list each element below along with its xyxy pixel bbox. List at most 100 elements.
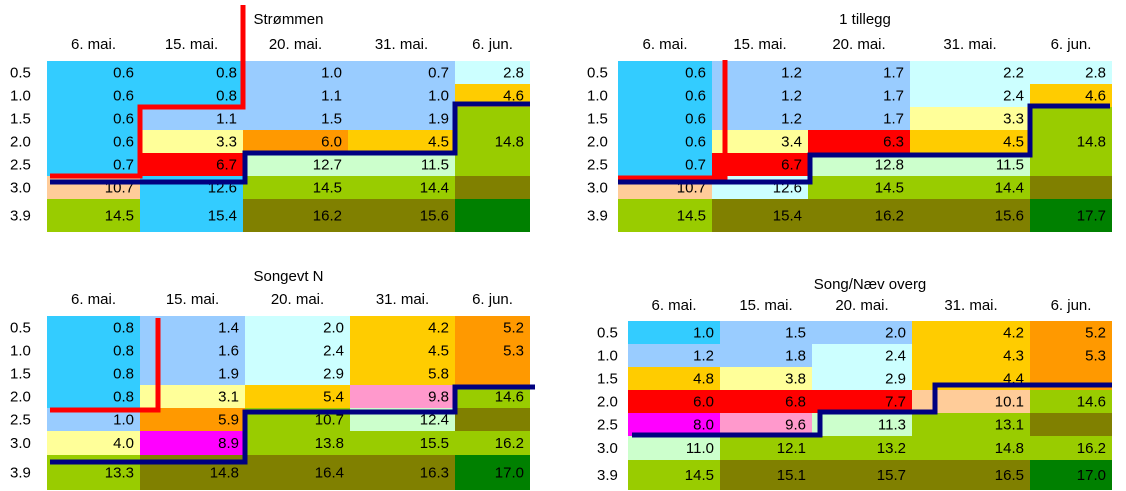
column-header: 15. mai. <box>165 36 218 53</box>
cell-value: 1.6 <box>218 342 239 359</box>
cell <box>243 130 348 153</box>
cell-value: 10.7 <box>315 411 344 428</box>
cell-value: 16.2 <box>875 207 904 224</box>
cell-value: 0.6 <box>113 133 134 150</box>
cell <box>720 460 812 490</box>
cell-value: 9.6 <box>785 416 806 433</box>
blue-line <box>50 101 530 185</box>
cell-value: 1.2 <box>781 87 802 104</box>
cell <box>720 436 812 460</box>
cell <box>618 130 712 153</box>
cell <box>245 339 350 362</box>
cell <box>812 344 912 367</box>
cell <box>140 84 243 107</box>
cell <box>912 321 1030 344</box>
column-header: 15. mai. <box>166 291 219 308</box>
cell-value: 5.3 <box>1085 347 1106 364</box>
cell-value: 11.0 <box>686 440 714 457</box>
cell-value: 1.1 <box>321 87 342 104</box>
cell <box>628 344 720 367</box>
column-header: 6. mai. <box>71 291 116 308</box>
row-label: 2.5 <box>10 156 31 173</box>
panel-title: Songevt N <box>253 268 323 285</box>
cell-value: 0.8 <box>113 342 134 359</box>
cell <box>47 107 140 130</box>
cell-value: 2.4 <box>885 347 906 364</box>
cell <box>812 460 912 490</box>
cell <box>808 199 910 232</box>
cell <box>47 362 140 385</box>
cell-value: 15.5 <box>420 435 449 452</box>
cell <box>243 176 348 199</box>
cell-value: 4.5 <box>428 133 449 150</box>
cell <box>455 61 530 84</box>
cell <box>812 413 912 436</box>
cell-value: 16.2 <box>313 207 342 224</box>
cell <box>618 61 712 84</box>
cell-value: 0.8 <box>216 87 237 104</box>
cell-value: 4.3 <box>1003 347 1024 364</box>
cell <box>808 176 910 199</box>
cell <box>348 61 455 84</box>
cell-value: 14.5 <box>105 207 134 224</box>
cell-value: 14.5 <box>677 207 706 224</box>
cell <box>808 107 910 130</box>
column-header: 6. mai. <box>71 36 116 53</box>
cell <box>712 107 808 130</box>
cell <box>910 61 1030 84</box>
cell <box>910 199 1030 232</box>
cell-value: 4.2 <box>1003 324 1024 341</box>
cell-value: 4.5 <box>428 342 449 359</box>
column-header: 31. mai. <box>376 291 429 308</box>
row-label: 3.9 <box>10 464 31 481</box>
cell-value: 4.8 <box>693 370 714 387</box>
boundary-lines <box>50 5 1112 465</box>
column-header: 6. jun. <box>1051 297 1092 314</box>
cell-value: 3.8 <box>785 370 806 387</box>
cell <box>455 362 530 385</box>
cell-value: 0.6 <box>685 110 706 127</box>
row-label: 1.5 <box>587 110 608 127</box>
cell-value: 0.8 <box>113 365 134 382</box>
cell <box>455 199 530 232</box>
cell-value: 0.6 <box>113 64 134 81</box>
cell <box>455 84 530 107</box>
row-label: 2.0 <box>587 133 608 150</box>
cell <box>245 385 350 408</box>
cell-value: 2.4 <box>1003 87 1024 104</box>
cell-value: 1.2 <box>781 64 802 81</box>
cell-value: 11.5 <box>996 156 1024 173</box>
cell-value: 12.1 <box>777 440 806 457</box>
cell-value: 15.1 <box>777 467 806 484</box>
cell-value: 12.8 <box>875 156 904 173</box>
cell <box>910 84 1030 107</box>
cell <box>350 455 455 490</box>
cell-value: 5.2 <box>503 319 524 336</box>
cell <box>455 153 530 176</box>
cell <box>348 153 455 176</box>
row-label: 0.5 <box>597 324 618 341</box>
cell <box>245 431 350 455</box>
cell <box>628 367 720 390</box>
cell <box>720 390 812 413</box>
cell <box>348 176 455 199</box>
cell <box>712 153 808 176</box>
cell <box>140 362 245 385</box>
cell <box>1030 130 1112 153</box>
cell <box>350 431 455 455</box>
cell-value: 13.8 <box>315 435 344 452</box>
cell <box>350 385 455 408</box>
column-header: 20. mai. <box>832 36 885 53</box>
cell-value: 1.8 <box>785 347 806 364</box>
cell-value: 2.2 <box>1003 64 1024 81</box>
cell-value: 4.6 <box>1085 87 1106 104</box>
cell-value: 1.9 <box>428 110 449 127</box>
row-label: 2.0 <box>10 388 31 405</box>
cell <box>912 390 1030 413</box>
row-label: 2.5 <box>10 411 31 428</box>
cell <box>1030 390 1112 413</box>
cell <box>1030 61 1112 84</box>
column-header: 20. mai. <box>269 36 322 53</box>
cell <box>47 130 140 153</box>
cell <box>140 61 243 84</box>
